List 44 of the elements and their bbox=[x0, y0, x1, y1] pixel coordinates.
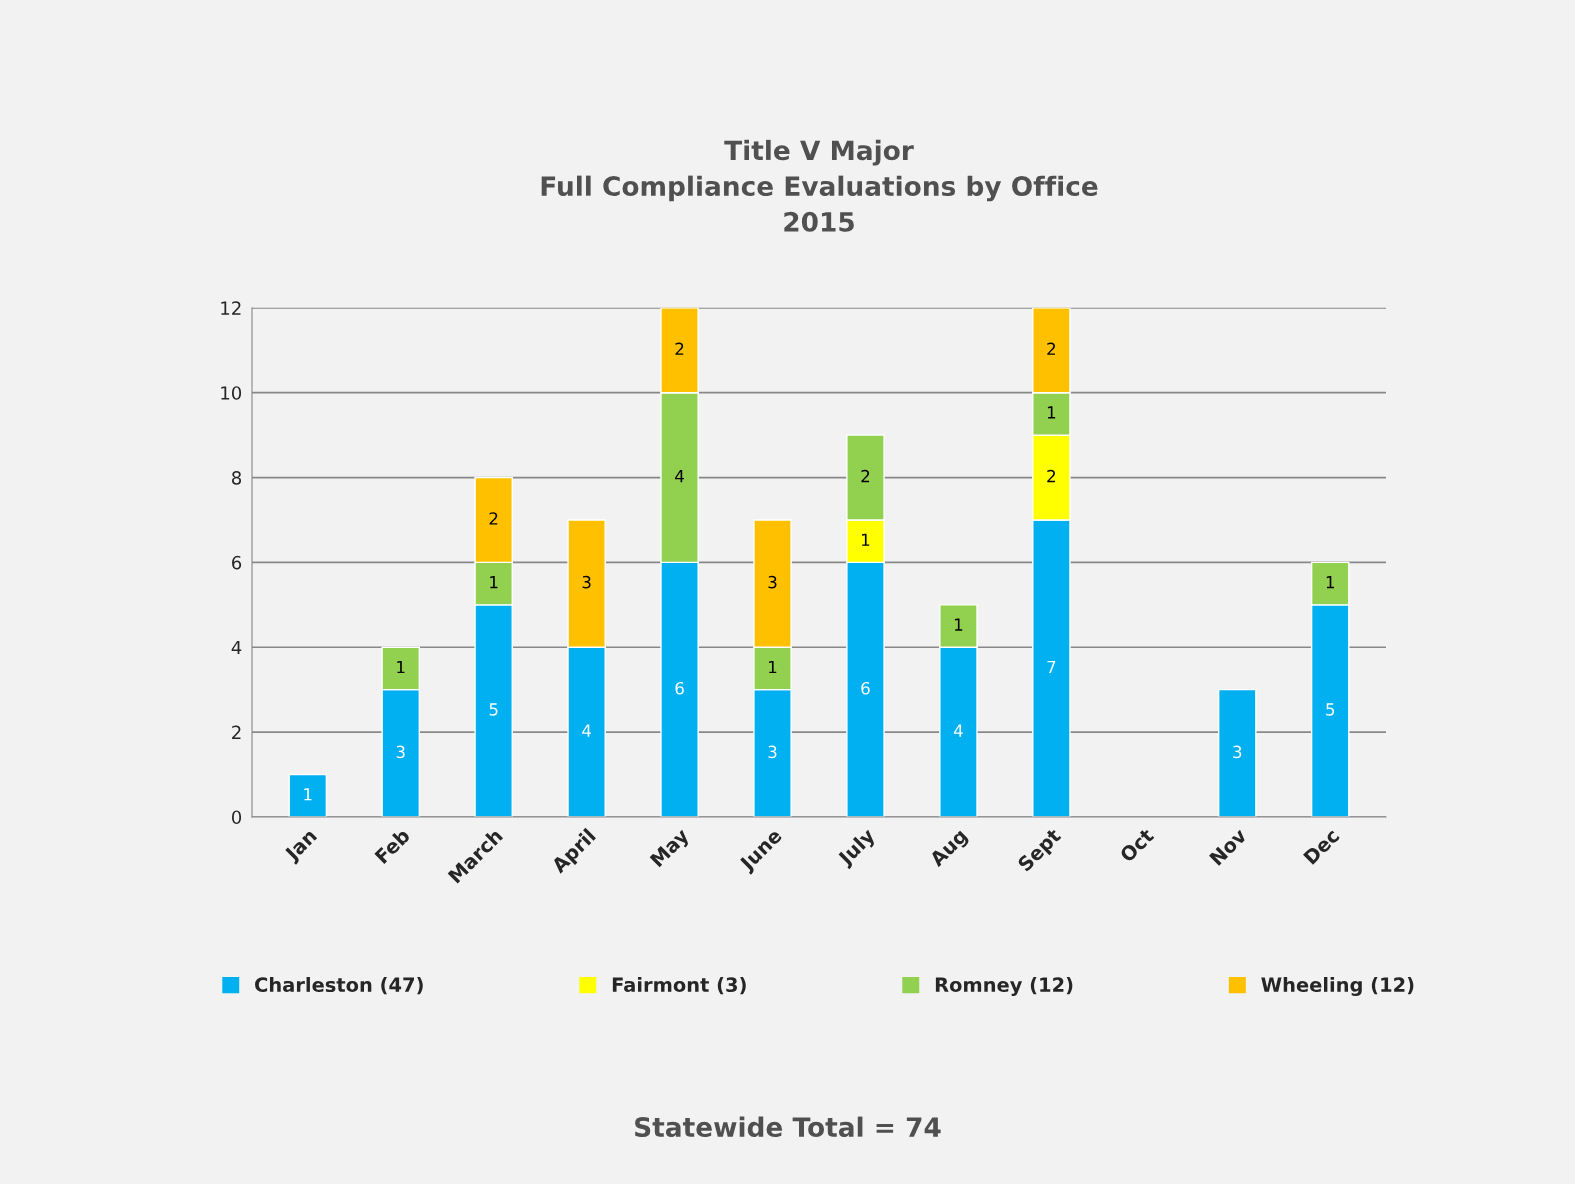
legend-label: Wheeling (12) bbox=[1261, 977, 1414, 996]
data-label: 1 bbox=[954, 618, 963, 631]
chart-title: Title V Major Full Compliance Evaluations by Office 2015 bbox=[541, 139, 1098, 232]
data-label: 4 bbox=[675, 469, 684, 483]
x-tick-label: Feb bbox=[373, 827, 411, 865]
data-label: 1 bbox=[1326, 576, 1334, 589]
data-label: 3 bbox=[582, 575, 591, 589]
y-tick-label: 12 bbox=[221, 301, 241, 315]
data-label: 1 bbox=[304, 788, 312, 801]
data-label: 5 bbox=[1326, 703, 1335, 716]
data-label: 3 bbox=[1233, 745, 1242, 759]
data-label: 2 bbox=[861, 469, 870, 483]
data-label: 7 bbox=[1047, 660, 1056, 674]
data-label: 2 bbox=[489, 512, 498, 525]
y-tick-label: 0 bbox=[231, 810, 242, 825]
data-label: 3 bbox=[396, 745, 405, 759]
data-label: 6 bbox=[861, 681, 870, 695]
data-label: 2 bbox=[675, 342, 684, 355]
y-tick-label: 8 bbox=[232, 471, 242, 485]
bar bbox=[1217, 688, 1257, 817]
bar bbox=[288, 773, 328, 817]
y-tick-label: 4 bbox=[231, 640, 242, 655]
x-tick-label: Oct bbox=[1118, 827, 1155, 864]
data-label: 1 bbox=[862, 533, 870, 546]
y-tick-label: 6 bbox=[232, 555, 242, 570]
x-tick-label: Jan bbox=[283, 828, 320, 865]
data-label: 6 bbox=[675, 681, 684, 695]
data-label: 1 bbox=[769, 660, 777, 674]
data-label: 1 bbox=[397, 660, 405, 674]
y-tick-label: 2 bbox=[232, 725, 241, 739]
data-label: 2 bbox=[1047, 469, 1056, 483]
text: Statewide Total = 74 bbox=[635, 1116, 941, 1138]
legend-label: Charleston (47) bbox=[255, 977, 423, 995]
data-label: 4 bbox=[582, 724, 591, 737]
data-label: 2 bbox=[1047, 342, 1056, 355]
data-label: 1 bbox=[490, 576, 498, 589]
data-label: 1 bbox=[1047, 406, 1056, 419]
data-label: 5 bbox=[489, 703, 498, 716]
legend-label: Fairmont (3) bbox=[612, 977, 746, 995]
data-label: 4 bbox=[953, 724, 963, 737]
legend-label: Romney (12) bbox=[935, 977, 1073, 996]
y-tick-label: 10 bbox=[221, 386, 242, 400]
data-label: 3 bbox=[768, 745, 777, 759]
data-label: 3 bbox=[768, 575, 777, 589]
